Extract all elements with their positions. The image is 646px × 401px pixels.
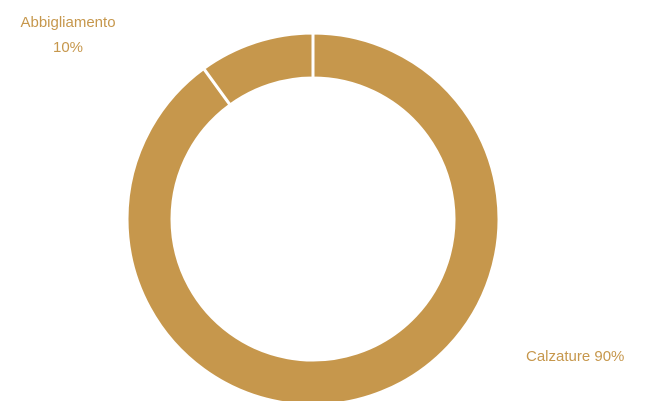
slice-calzature (125, 31, 501, 401)
labels-group: Calzature 90% Abbigliamento 10% (20, 14, 624, 365)
slice-label-abbigliamento: Abbigliamento (20, 14, 115, 31)
slices-group (125, 31, 501, 401)
slice-value-abbigliamento: 10% (53, 39, 83, 56)
slice-label-calzature: Calzature 90% (526, 348, 624, 365)
slice-abbigliamento (201, 31, 315, 108)
